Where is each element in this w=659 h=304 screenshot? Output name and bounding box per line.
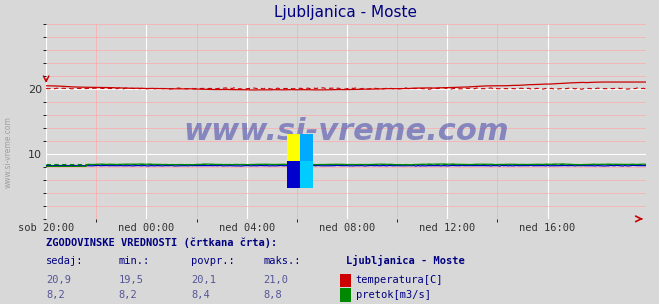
Bar	[287, 161, 300, 188]
Text: 8,8: 8,8	[264, 290, 282, 300]
Bar	[300, 161, 313, 188]
Text: maks.:: maks.:	[264, 257, 301, 267]
Text: 8,2: 8,2	[46, 290, 65, 300]
Text: 21,0: 21,0	[264, 275, 289, 285]
Text: 8,4: 8,4	[191, 290, 210, 300]
Text: ZGODOVINSKE VREDNOSTI (črtkana črta):: ZGODOVINSKE VREDNOSTI (črtkana črta):	[46, 238, 277, 248]
Title: Ljubljanica - Moste: Ljubljanica - Moste	[275, 5, 417, 20]
Bar	[287, 134, 300, 161]
Text: 8,2: 8,2	[119, 290, 137, 300]
Text: sedaj:: sedaj:	[46, 257, 84, 267]
Text: 19,5: 19,5	[119, 275, 144, 285]
Text: www.si-vreme.com: www.si-vreme.com	[183, 117, 509, 146]
Text: Ljubljanica - Moste: Ljubljanica - Moste	[346, 255, 465, 267]
Text: pretok[m3/s]: pretok[m3/s]	[356, 290, 431, 300]
Text: min.:: min.:	[119, 257, 150, 267]
Text: www.si-vreme.com: www.si-vreme.com	[3, 116, 13, 188]
Text: 20,1: 20,1	[191, 275, 216, 285]
Bar	[300, 134, 313, 161]
Text: temperatura[C]: temperatura[C]	[356, 275, 444, 285]
Text: 20,9: 20,9	[46, 275, 71, 285]
Text: povpr.:: povpr.:	[191, 257, 235, 267]
